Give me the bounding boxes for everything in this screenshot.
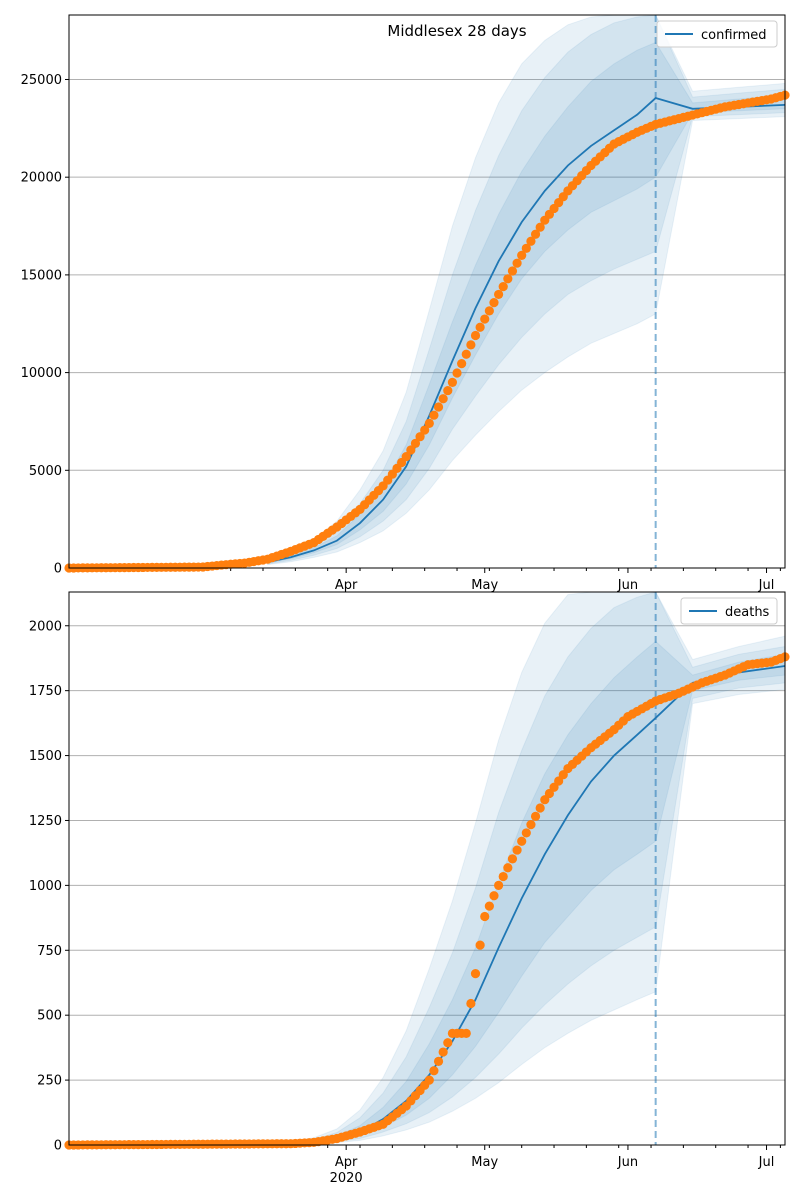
chart-1-ytick-label: 1750 [29, 684, 62, 699]
chart-1-observed-point [466, 998, 476, 1009]
chart-0-title: Middlesex 28 days [387, 22, 526, 40]
chart-0-observed-point [401, 452, 411, 462]
chart-1-observed-point [489, 891, 499, 901]
chart-1-observed-point [484, 901, 494, 911]
chart-0-observed-point [457, 359, 467, 369]
chart-1-ytick-label: 1000 [29, 879, 62, 894]
chart-0-observed-point [530, 229, 541, 239]
chart-0-observed-point [480, 314, 490, 324]
chart-0-ytick-label: 25000 [21, 73, 62, 88]
chart-0-ytick-label: 10000 [21, 366, 62, 381]
chart-1-xtick-label: Jul [758, 1155, 775, 1170]
chart-0-observed-point [452, 368, 462, 378]
chart-1-xtick-label: May [471, 1155, 498, 1170]
chart-1-observed-point [530, 811, 541, 821]
chart-1-ytick-label: 1500 [29, 749, 62, 764]
chart-1-observed-point [498, 871, 508, 882]
chart-0-observed-point [498, 282, 508, 292]
chart-0-xtick-label: Jul [758, 578, 775, 593]
chart-0-observed-point [466, 340, 476, 350]
chart-0-observed-point [484, 306, 494, 316]
chart-1-observed-point [526, 820, 536, 830]
chart-1-observed-point [507, 854, 518, 864]
chart-0-observed-point [461, 349, 471, 359]
chart-0-observed-point [420, 425, 430, 435]
confirmed-chart: 0 5000 10000 15000 20000 25000 Apr May Jun Jul Mid… [21, 14, 790, 593]
chart-0-observed-point [535, 222, 545, 232]
chart-1-observed-point [433, 1056, 444, 1067]
chart-1-observed-point [429, 1066, 439, 1076]
chart-0-ytick-label: 15000 [21, 268, 62, 283]
chart-0-observed-point [433, 402, 444, 412]
chart-1-xtick-label: Apr [335, 1155, 358, 1170]
chart-0-observed-point [406, 445, 416, 455]
chart-0-observed-point [512, 258, 522, 268]
chart-0-observed-point [424, 418, 434, 428]
chart-0-ytick-label: 20000 [21, 171, 62, 186]
chart-0-observed-point [526, 236, 536, 246]
chart-1-legend-label: deaths [725, 605, 770, 620]
chart-1-ytick-label: 500 [37, 1009, 62, 1024]
chart-1-ytick-label: 0 [54, 1139, 62, 1154]
chart-0-xtick-label: May [471, 578, 498, 593]
chart-1-observed-point [517, 836, 527, 846]
chart-1-observed-point [512, 845, 522, 855]
chart-0-observed-point [415, 432, 425, 442]
chart-0-observed-point [470, 330, 481, 341]
chart-1-observed-point [535, 803, 545, 813]
chart-0-observed-point [494, 289, 504, 300]
chart-1-observed-point [443, 1038, 453, 1048]
chart-0-observed-point [410, 438, 421, 448]
chart-1-observed-point [424, 1075, 434, 1085]
chart-0-observed-point [429, 410, 439, 420]
chart-0-xtick-label: Apr [335, 578, 358, 593]
chart-1-axes-frame [68, 591, 786, 1146]
chart-1-xtick-label: Jun [617, 1155, 638, 1170]
chart-1-observed-point [494, 880, 504, 890]
chart-1-ytick-label: 750 [37, 944, 62, 959]
chart-0-series-confirmed [267, 97, 786, 564]
chart-0-legend-box [656, 20, 778, 48]
chart-1-observed-point [470, 969, 481, 979]
chart-1-observed-point [480, 911, 490, 922]
chart-0-legend-label: confirmed [701, 28, 767, 43]
chart-0-observed-point [438, 394, 448, 404]
chart-0-xtick-label: Jun [617, 578, 638, 593]
chart-1-observed-point [475, 940, 485, 950]
chart-1-ytick-label: 2000 [29, 619, 62, 634]
chart-0-observed-point [517, 250, 527, 260]
chart-0-observed-point [521, 243, 531, 253]
chart-0-ytick-label: 5000 [29, 464, 62, 479]
chart-1-observed-point [438, 1047, 448, 1057]
chart-0-axes-frame [68, 14, 786, 569]
chart-1-legend-box [680, 597, 778, 625]
chart-0-observed-point [503, 274, 513, 284]
chart-1-observed-point [521, 828, 531, 838]
chart-0-observed-point [475, 322, 485, 332]
chart-0-ytick-label: 0 [54, 562, 62, 577]
chart-0-observed-point [489, 298, 499, 308]
chart-1-xtick-year-label: 2020 [330, 1171, 363, 1186]
chart-1-observed-point [461, 1028, 471, 1038]
chart-1-ytick-label: 1250 [29, 814, 62, 829]
chart-1-ytick-label: 250 [37, 1074, 62, 1089]
chart-0-observed-point [447, 377, 458, 387]
chart-1-observed-point [503, 863, 513, 873]
chart-0-observed-point [443, 385, 453, 396]
chart-0-observed-point [507, 266, 518, 276]
